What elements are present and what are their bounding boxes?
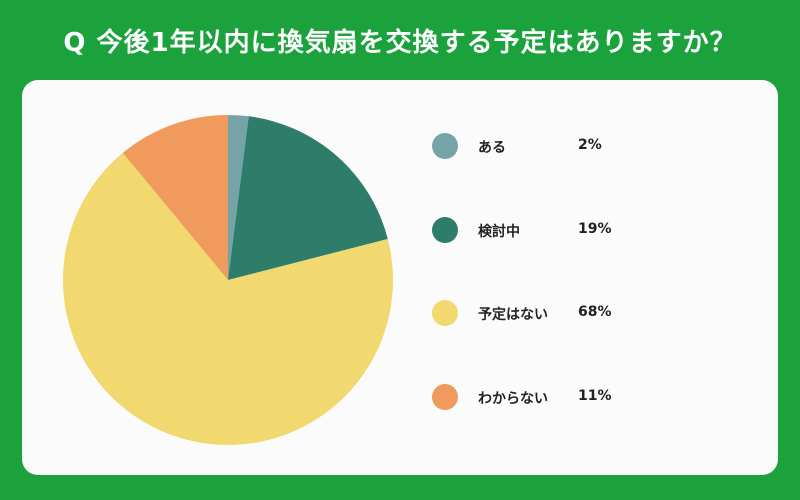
- legend-item-wakaranai: わからない 11%: [432, 382, 732, 416]
- legend-value: 11%: [578, 388, 612, 404]
- pie-slice-3: [122, 115, 228, 280]
- legend-label: わからない: [478, 391, 548, 407]
- chart-title: Q 今後1年以内に換気扇を交換する予定はありますか？: [63, 28, 737, 58]
- legend-label: ある: [478, 140, 506, 156]
- pie-slice-2: [62, 152, 393, 446]
- legend-label: 予定はない: [478, 307, 548, 323]
- legend-item-kentouchu: 検討中 19%: [432, 215, 732, 249]
- pie-slice-0: [228, 115, 249, 280]
- chart-card: ある 2% 検討中 19% 予定はない 68% わからない 11%: [22, 80, 778, 475]
- legend-item-yotei-nai: 予定はない 68%: [432, 298, 732, 332]
- legend-swatch: [432, 300, 458, 326]
- legend-label: 検討中: [478, 224, 520, 240]
- legend-value: 19%: [578, 221, 612, 237]
- pie-chart: [62, 115, 393, 446]
- pie-slice-1: [228, 116, 388, 280]
- legend-value: 2%: [578, 137, 602, 153]
- legend-swatch: [432, 133, 458, 159]
- legend-value: 68%: [578, 304, 612, 320]
- legend-swatch: [432, 384, 458, 410]
- legend-item-aru: ある 2%: [432, 131, 732, 165]
- legend-swatch: [432, 217, 458, 243]
